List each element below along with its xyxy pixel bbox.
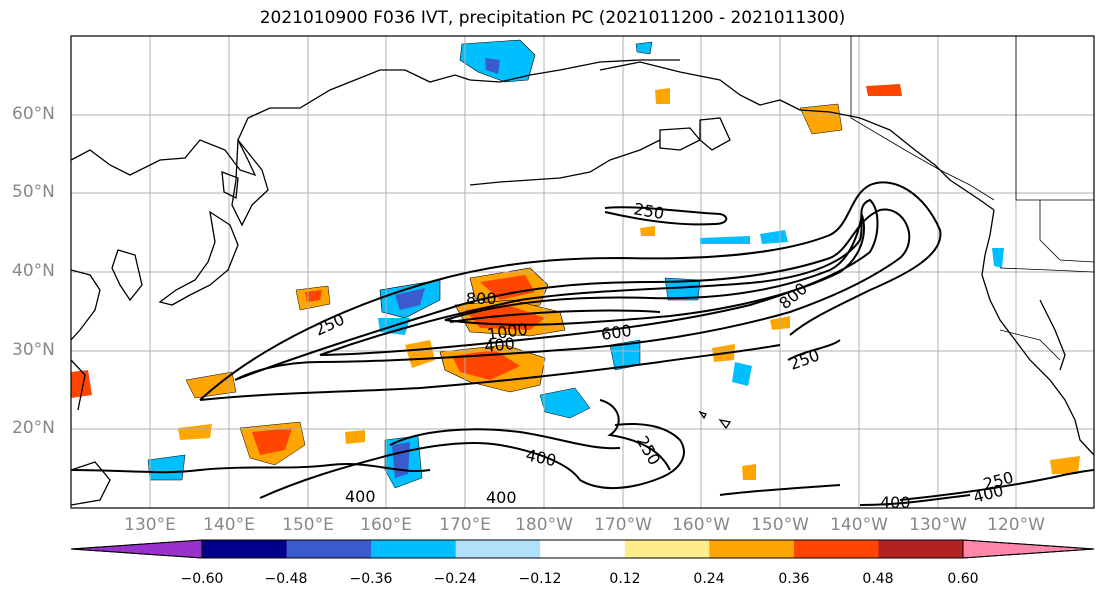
colorbar-tick-label: 0.48 — [862, 571, 894, 587]
contour-label: 400 — [345, 487, 376, 506]
coastlines — [71, 59, 1094, 506]
colorbar-tick-label: −0.36 — [349, 571, 393, 587]
colorbar-tick-label: 0.12 — [609, 571, 641, 587]
map-title: 2021010900 F036 IVT, precipitation PC (2… — [259, 8, 846, 28]
colorbar-segment — [709, 540, 795, 558]
lat-label: 20°N — [12, 418, 55, 438]
lon-label: 140°W — [830, 515, 888, 535]
colorbar-right-extension — [962, 539, 1095, 559]
colorbar-tick-label: 0.24 — [693, 571, 725, 587]
lon-label: 170°E — [439, 515, 491, 535]
contour-label: 600 — [600, 321, 633, 344]
ivt-contours — [71, 181, 1094, 506]
lat-label: 60°N — [12, 104, 55, 124]
lat-label: 40°N — [12, 261, 55, 281]
colorbar-segment — [624, 540, 710, 558]
colorbar-tick-label: −0.24 — [433, 571, 477, 587]
colorbar-outline — [70, 539, 1095, 559]
colorbar-segment — [286, 540, 372, 558]
colorbar-tick-label: −0.12 — [518, 571, 562, 587]
lon-label: 150°W — [751, 515, 809, 535]
lat-label: 50°N — [12, 182, 55, 202]
contour-label: 400 — [486, 488, 517, 507]
colorbar-tick-label: −0.48 — [264, 571, 308, 587]
colorbar-tick-label: −0.60 — [180, 571, 224, 587]
colorbar-segment — [202, 540, 288, 558]
lat-label: 30°N — [12, 340, 55, 360]
lon-label: 130°W — [909, 515, 967, 535]
colorbar-segment — [793, 540, 879, 558]
lon-label: 140°E — [203, 515, 255, 535]
lon-label: 180°W — [515, 515, 573, 535]
lon-label: 160°W — [672, 515, 730, 535]
contour-label: 800 — [466, 289, 497, 308]
lon-label: 120°W — [987, 515, 1045, 535]
map-frame — [70, 35, 1095, 509]
colorbar-tick-label: 0.60 — [947, 571, 979, 587]
lon-label: 160°E — [360, 515, 412, 535]
colorbar-left-extension — [70, 539, 203, 559]
contour-label: 400 — [483, 334, 515, 356]
colorbar-segment — [540, 540, 626, 558]
boundaries — [850, 36, 1094, 361]
colorbar — [70, 539, 1095, 559]
colorbar-segment — [878, 540, 964, 558]
lon-label: 150°E — [282, 515, 334, 535]
colorbar-segment — [371, 540, 457, 558]
lon-label: 170°W — [594, 515, 652, 535]
colorbar-segment — [455, 540, 541, 558]
colorbar-tick-label: 0.36 — [778, 571, 810, 587]
lon-label: 130°E — [124, 515, 176, 535]
contour-label: 400 — [880, 493, 911, 512]
